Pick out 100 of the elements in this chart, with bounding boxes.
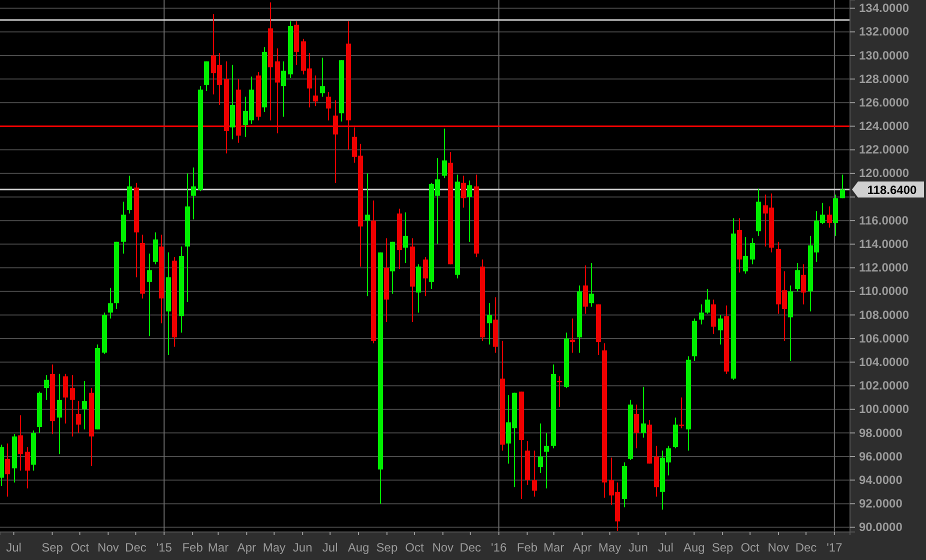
candlestick (544, 432, 549, 489)
x-tick-label: '15 (156, 540, 172, 555)
candlestick (461, 175, 466, 208)
ref-line-label: 118.6400 (867, 182, 918, 197)
y-tick-label: 132.0000 (859, 24, 910, 39)
y-tick-label: 108.0000 (859, 308, 910, 322)
candlestick (230, 64, 235, 140)
candlestick (44, 374, 49, 400)
x-tick-label: Aug (683, 540, 705, 555)
y-tick-label: 126.0000 (859, 95, 910, 110)
y-tick-label: 92.0000 (859, 496, 903, 511)
x-tick-label: Oct (405, 540, 424, 555)
x-tick-label: Sep (376, 540, 398, 555)
y-tick-label: 130.0000 (859, 48, 910, 62)
x-tick-label: Sep (712, 540, 734, 555)
x-tick-label: May (262, 540, 286, 555)
candlestick (711, 299, 716, 334)
candlestick (570, 318, 575, 354)
y-tick-label: 122.0000 (859, 142, 910, 157)
candlestick (63, 373, 68, 424)
x-tick-label: Apr (237, 540, 256, 555)
candlestick (827, 206, 832, 228)
y-tick-label: 96.0000 (859, 449, 903, 464)
x-tick-label: Jul (6, 540, 22, 555)
candlestick (423, 256, 428, 297)
y-tick-label: 134.0000 (859, 1, 910, 16)
x-tick-label: Jul (658, 540, 674, 555)
x-tick-label: Dec (125, 540, 146, 555)
candlestick (532, 450, 537, 498)
candlestick (365, 172, 370, 297)
candlestick (5, 443, 10, 498)
x-tick-label: Nov (432, 540, 454, 555)
candlestick (641, 386, 646, 438)
candlestick (153, 232, 158, 265)
x-tick-label: Oct (70, 540, 90, 555)
x-tick-label: Apr (572, 540, 592, 555)
x-tick-label: Feb (182, 540, 204, 555)
y-tick-label: 106.0000 (859, 331, 910, 346)
y-tick-label: 98.0000 (859, 426, 903, 440)
x-tick-label: Mar (543, 540, 564, 555)
candlestick (538, 422, 543, 474)
candlestick (840, 174, 845, 199)
y-tick-label: 90.0000 (859, 520, 903, 534)
candlestick (191, 167, 196, 220)
x-tick-label: Jun (292, 540, 312, 555)
candlestick (326, 92, 331, 121)
candlestick (673, 417, 678, 449)
candlestick (705, 288, 710, 314)
candlestick (108, 287, 113, 319)
candlestick (589, 262, 594, 308)
x-tick-label: Mar (208, 540, 229, 555)
candlestick (281, 60, 286, 118)
y-tick-label: 104.0000 (859, 354, 910, 369)
x-tick-label: Dec (795, 540, 817, 555)
y-tick-label: 100.0000 (859, 402, 910, 416)
candlestick (18, 414, 23, 472)
candlestick (76, 400, 81, 434)
candlestick (718, 314, 723, 345)
candlestick (403, 212, 408, 264)
y-tick-label: 102.0000 (859, 378, 910, 393)
candlestick (442, 128, 447, 179)
candlestick (313, 74, 318, 107)
x-tick-label: Dec (460, 540, 482, 555)
x-tick-label: Nov (768, 540, 790, 555)
candlestick (275, 48, 280, 134)
y-tick-label: 94.0000 (859, 472, 903, 487)
y-tick-label: 112.0000 (859, 260, 909, 275)
x-tick-label: Feb (516, 540, 538, 555)
candlestick (743, 236, 748, 274)
candlestick (333, 100, 338, 184)
y-tick-label: 116.0000 (859, 213, 909, 228)
y-tick-label: 128.0000 (859, 72, 910, 86)
y-tick-label: 120.0000 (859, 166, 910, 180)
candlestick (70, 374, 75, 437)
x-tick-label: '16 (490, 540, 507, 555)
x-tick-label: Nov (98, 540, 119, 555)
candlestick (127, 175, 132, 214)
x-tick-label: May (598, 540, 622, 555)
candlestick (57, 373, 62, 455)
candlestick (467, 180, 472, 242)
candlestick (487, 302, 492, 345)
candlestick (25, 446, 30, 489)
candlestick (750, 238, 755, 265)
candlestick (801, 264, 806, 305)
candlestick (795, 262, 800, 292)
x-tick-label: Oct (740, 540, 760, 555)
candlestick (147, 253, 152, 337)
candlestick (634, 404, 639, 449)
candlestick (679, 397, 684, 429)
y-tick-label: 114.0000 (859, 237, 909, 252)
x-tick-label: '17 (826, 540, 843, 555)
candlestick (320, 57, 325, 98)
x-tick-label: Jul (322, 540, 338, 555)
candlestick (82, 380, 87, 430)
candlestick (204, 60, 209, 92)
x-tick-label: Aug (348, 540, 370, 555)
candlestick (699, 304, 704, 325)
candlestick (583, 264, 588, 314)
y-tick-label: 110.0000 (859, 284, 909, 298)
x-tick-label: Jun (628, 540, 648, 555)
